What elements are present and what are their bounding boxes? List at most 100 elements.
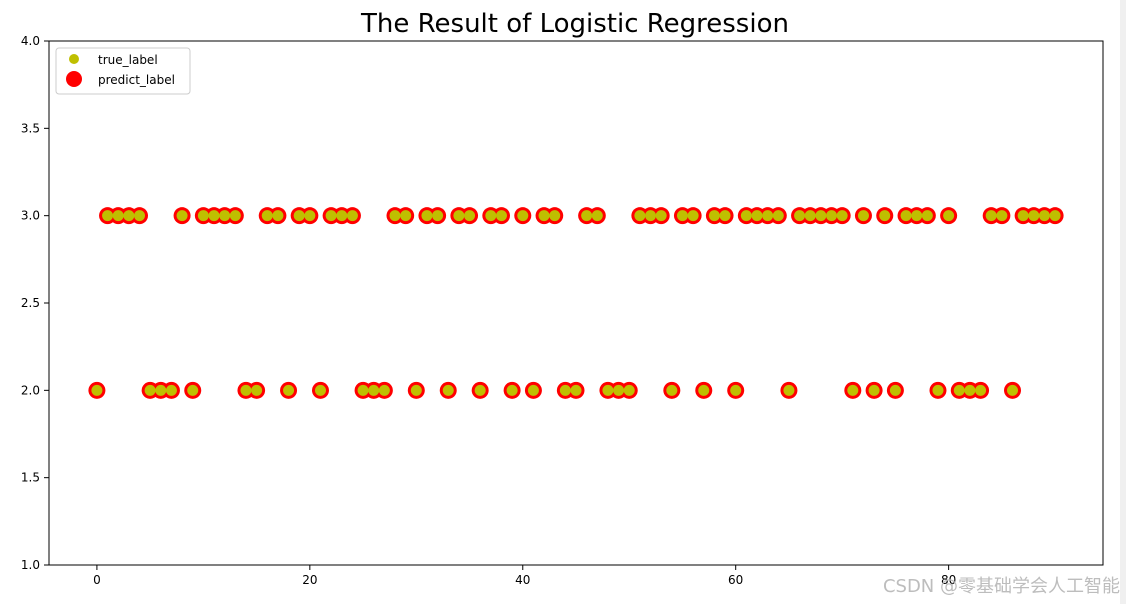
true-label-point (314, 384, 326, 396)
x-tick-label: 80 (941, 573, 956, 587)
true-label-point (911, 210, 923, 222)
true-label-point (272, 210, 284, 222)
y-tick-label: 1.5 (21, 471, 40, 485)
y-tick-label: 3.0 (21, 209, 40, 223)
true-label-point (857, 210, 869, 222)
watermark: CSDN @零基础学会人工智能 (882, 576, 1120, 597)
true-label-point (953, 384, 965, 396)
plot-frame (48, 40, 1104, 566)
y-tick-label: 2.0 (21, 383, 40, 397)
true-label-point (91, 384, 103, 396)
true-label-point (634, 210, 646, 222)
true-label-point (879, 210, 891, 222)
true-label-point (421, 210, 433, 222)
true-label-point (261, 210, 273, 222)
true-label-point (325, 210, 337, 222)
true-label-point (432, 210, 444, 222)
true-label-point (453, 210, 465, 222)
true-label-point (1038, 210, 1050, 222)
true-label-point (410, 384, 422, 396)
legend-box (55, 47, 191, 95)
true-label-point (676, 210, 688, 222)
true-label-point (623, 384, 635, 396)
true-label-point (144, 384, 156, 396)
true-label-point (240, 384, 252, 396)
true-label-point (613, 384, 625, 396)
x-tick-label: 60 (728, 573, 743, 587)
true-label-point (208, 210, 220, 222)
true-label-point (464, 210, 476, 222)
true-label-point (165, 384, 177, 396)
true-label-point (730, 384, 742, 396)
true-label-point (751, 210, 763, 222)
true-label-point (389, 210, 401, 222)
true-label-point (762, 210, 774, 222)
true-label-point (495, 210, 507, 222)
true-label-point (485, 210, 497, 222)
true-label-point (442, 384, 454, 396)
true-label-point (229, 210, 241, 222)
true-label-point (815, 210, 827, 222)
y-tick-label: 2.5 (21, 296, 40, 310)
true-label-point (155, 384, 167, 396)
true-label-point (187, 384, 199, 396)
legend-true-label-text: true_label (98, 53, 158, 67)
y-tick-label: 4.0 (21, 34, 40, 48)
true-label-point (868, 384, 880, 396)
true-label-point (517, 210, 529, 222)
true-label-series (91, 210, 1061, 396)
true-label-point (687, 210, 699, 222)
true-label-point (346, 210, 358, 222)
true-label-point (602, 384, 614, 396)
x-tick-label: 0 (93, 573, 101, 587)
y-axis: 1.0 1.5 2.0 2.5 3.0 3.5 4.0 (21, 34, 49, 572)
true-label-point (197, 210, 209, 222)
true-label-point (1028, 210, 1040, 222)
true-label-point (570, 384, 582, 396)
legend-true-label-marker (69, 54, 79, 64)
true-label-point (836, 210, 848, 222)
true-label-point (698, 384, 710, 396)
true-label-point (251, 384, 263, 396)
true-label-point (921, 210, 933, 222)
true-label-point (985, 210, 997, 222)
chart-title: The Result of Logistic Regression (360, 9, 789, 39)
true-label-point (826, 210, 838, 222)
true-label-point (474, 384, 486, 396)
plot-area (48, 40, 1104, 566)
true-label-point (219, 210, 231, 222)
true-label-point (1049, 210, 1061, 222)
true-label-point (527, 384, 539, 396)
true-label-point (783, 384, 795, 396)
true-label-point (112, 210, 124, 222)
legend-predict-label-text: predict_label (98, 73, 175, 87)
true-label-point (996, 210, 1008, 222)
true-label-point (336, 210, 348, 222)
x-tick-label: 20 (302, 573, 317, 587)
legend: true_label predict_label (55, 47, 191, 95)
true-label-point (378, 384, 390, 396)
true-label-point (283, 384, 295, 396)
y-tick-label: 3.5 (21, 121, 40, 135)
true-label-point (1017, 210, 1029, 222)
true-label-point (847, 384, 859, 396)
true-label-point (900, 210, 912, 222)
window-edge (1120, 0, 1126, 604)
true-label-point (740, 210, 752, 222)
true-label-point (304, 210, 316, 222)
true-label-point (708, 210, 720, 222)
legend-predict-label-marker (66, 71, 82, 87)
true-label-point (1007, 384, 1019, 396)
true-label-point (133, 210, 145, 222)
true-label-point (506, 384, 518, 396)
true-label-point (368, 384, 380, 396)
true-label-point (719, 210, 731, 222)
true-label-point (102, 210, 114, 222)
x-axis: 0 20 40 60 80 (93, 565, 956, 587)
x-tick-label: 40 (515, 573, 530, 587)
true-label-point (666, 384, 678, 396)
true-label-point (645, 210, 657, 222)
y-tick-label: 1.0 (21, 558, 40, 572)
true-label-point (964, 384, 976, 396)
